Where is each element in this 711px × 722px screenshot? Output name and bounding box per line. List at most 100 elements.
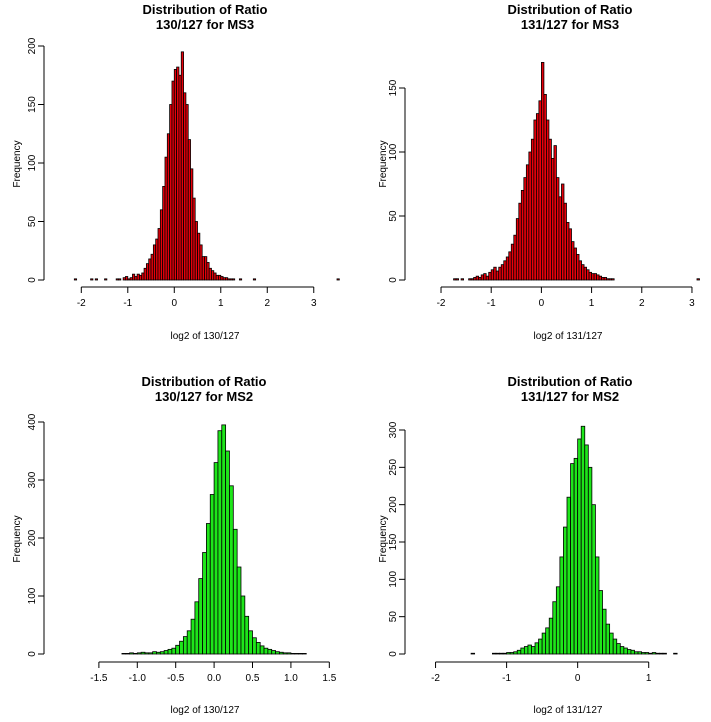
histogram-bar <box>495 652 500 655</box>
histogram-bar <box>548 617 554 655</box>
histogram-bar <box>520 647 525 655</box>
x-tick-label: -1 <box>502 673 511 684</box>
x-axis-label: log2 of 130/127 <box>171 331 240 342</box>
histogram-bar <box>516 649 522 655</box>
y-tick-label: 150 <box>27 96 38 113</box>
histogram-bar <box>236 566 242 655</box>
panel-130-127-ms3: Distribution of Ratio 130/127 for MS3 lo… <box>12 2 340 342</box>
histogram-bar <box>275 651 280 655</box>
y-tick-label: 50 <box>388 210 399 222</box>
x-tick-label: 3 <box>311 298 317 309</box>
y-tick-label: 0 <box>27 277 38 283</box>
histogram-bar <box>259 645 265 655</box>
histogram-bar <box>156 651 161 655</box>
histogram-bar <box>263 647 269 655</box>
x-axis: -2 -1 0 1 2 3 <box>77 286 317 309</box>
chart-title-line1: Distribution of Ratio <box>142 374 267 389</box>
histogram-bar <box>648 652 653 655</box>
histogram-bar <box>609 632 614 655</box>
x-tick-label: -1.5 <box>90 673 108 684</box>
histogram-bar <box>555 586 561 655</box>
chart-title-line2: 131/127 for MS2 <box>521 389 619 404</box>
histogram-bar <box>229 485 234 655</box>
histogram-bar <box>221 424 227 655</box>
x-tick-label: 0.5 <box>246 673 260 684</box>
histogram-bar <box>506 652 511 655</box>
x-tick-label: 1.0 <box>284 673 298 684</box>
histogram-bar <box>209 494 215 655</box>
histogram-bar <box>232 528 238 655</box>
histogram-bar <box>129 652 134 655</box>
chart-title-line1: Distribution of Ratio <box>508 2 633 17</box>
y-tick-label: 0 <box>27 651 38 657</box>
histogram-bar <box>612 638 618 655</box>
histogram-bar <box>552 601 557 655</box>
histogram-bar <box>602 608 607 655</box>
histogram-bar <box>470 652 476 655</box>
histogram-bar <box>159 651 165 655</box>
histogram-bar <box>104 278 108 281</box>
histogram-bar <box>94 278 98 281</box>
x-tick-label: 3 <box>689 298 695 309</box>
histogram-bar <box>598 590 603 655</box>
histogram-bar <box>140 651 146 655</box>
histogram-bar <box>559 556 564 655</box>
histogram-bar <box>637 651 642 655</box>
x-tick-label: 0.0 <box>207 673 221 684</box>
histogram-bar <box>238 278 243 281</box>
histogram-bar <box>167 648 173 655</box>
histogram-bar <box>662 652 667 655</box>
histogram-bar <box>125 276 129 281</box>
y-tick-label: 200 <box>27 37 38 54</box>
histogram-bar <box>148 652 154 655</box>
histogram-bar <box>499 652 504 655</box>
histogram-bar <box>630 649 635 655</box>
histogram-bar <box>491 652 497 655</box>
x-tick-label: 0 <box>575 673 581 684</box>
bars <box>121 424 307 655</box>
x-axis-label: log2 of 131/127 <box>534 331 603 342</box>
histogram-bar <box>186 630 192 655</box>
x-tick-label: -2 <box>437 298 446 309</box>
x-tick-label: -1.0 <box>129 673 147 684</box>
histogram-bar <box>570 463 575 655</box>
histogram-bar <box>455 278 459 281</box>
histogram-bar <box>231 278 236 281</box>
y-axis-label: Frequency <box>12 140 23 187</box>
bars <box>453 62 700 281</box>
y-axis-label: Frequency <box>378 140 389 187</box>
y-tick-label: 150 <box>388 79 399 96</box>
histogram-bar <box>133 653 138 655</box>
x-tick-label: -2 <box>77 298 86 309</box>
histogram-bar <box>244 615 250 655</box>
y-axis: 0 50 100 150 200 <box>27 37 45 283</box>
histogram-bar <box>460 278 464 281</box>
y-axis-label: Frequency <box>378 515 389 562</box>
chart-title-line1: Distribution of Ratio <box>143 2 268 17</box>
x-tick-label: -0.5 <box>167 673 185 684</box>
histogram-bar <box>152 651 157 655</box>
histogram-bar <box>73 278 78 281</box>
histogram-bar <box>513 651 518 655</box>
y-tick-label: 200 <box>27 529 38 546</box>
histogram-bar <box>634 651 639 655</box>
histogram-bar <box>527 644 532 655</box>
histogram-bar <box>563 526 568 655</box>
histogram-bar <box>90 278 94 281</box>
histogram-bar <box>294 653 299 655</box>
y-axis-label: Frequency <box>12 515 23 562</box>
y-tick-label: 200 <box>388 496 399 513</box>
histogram-bar <box>605 623 611 655</box>
histogram-bar <box>225 450 230 655</box>
x-tick-label: -2 <box>431 673 440 684</box>
histogram-bar <box>538 638 543 655</box>
x-tick-label: -1 <box>487 298 496 309</box>
histogram-bar <box>644 652 650 655</box>
histogram-bar <box>182 636 188 655</box>
histogram-bar <box>248 630 253 655</box>
y-tick-label: 0 <box>388 651 399 657</box>
histogram-bar <box>255 642 261 655</box>
histogram-bar <box>298 653 303 655</box>
histogram-bar <box>580 425 586 655</box>
